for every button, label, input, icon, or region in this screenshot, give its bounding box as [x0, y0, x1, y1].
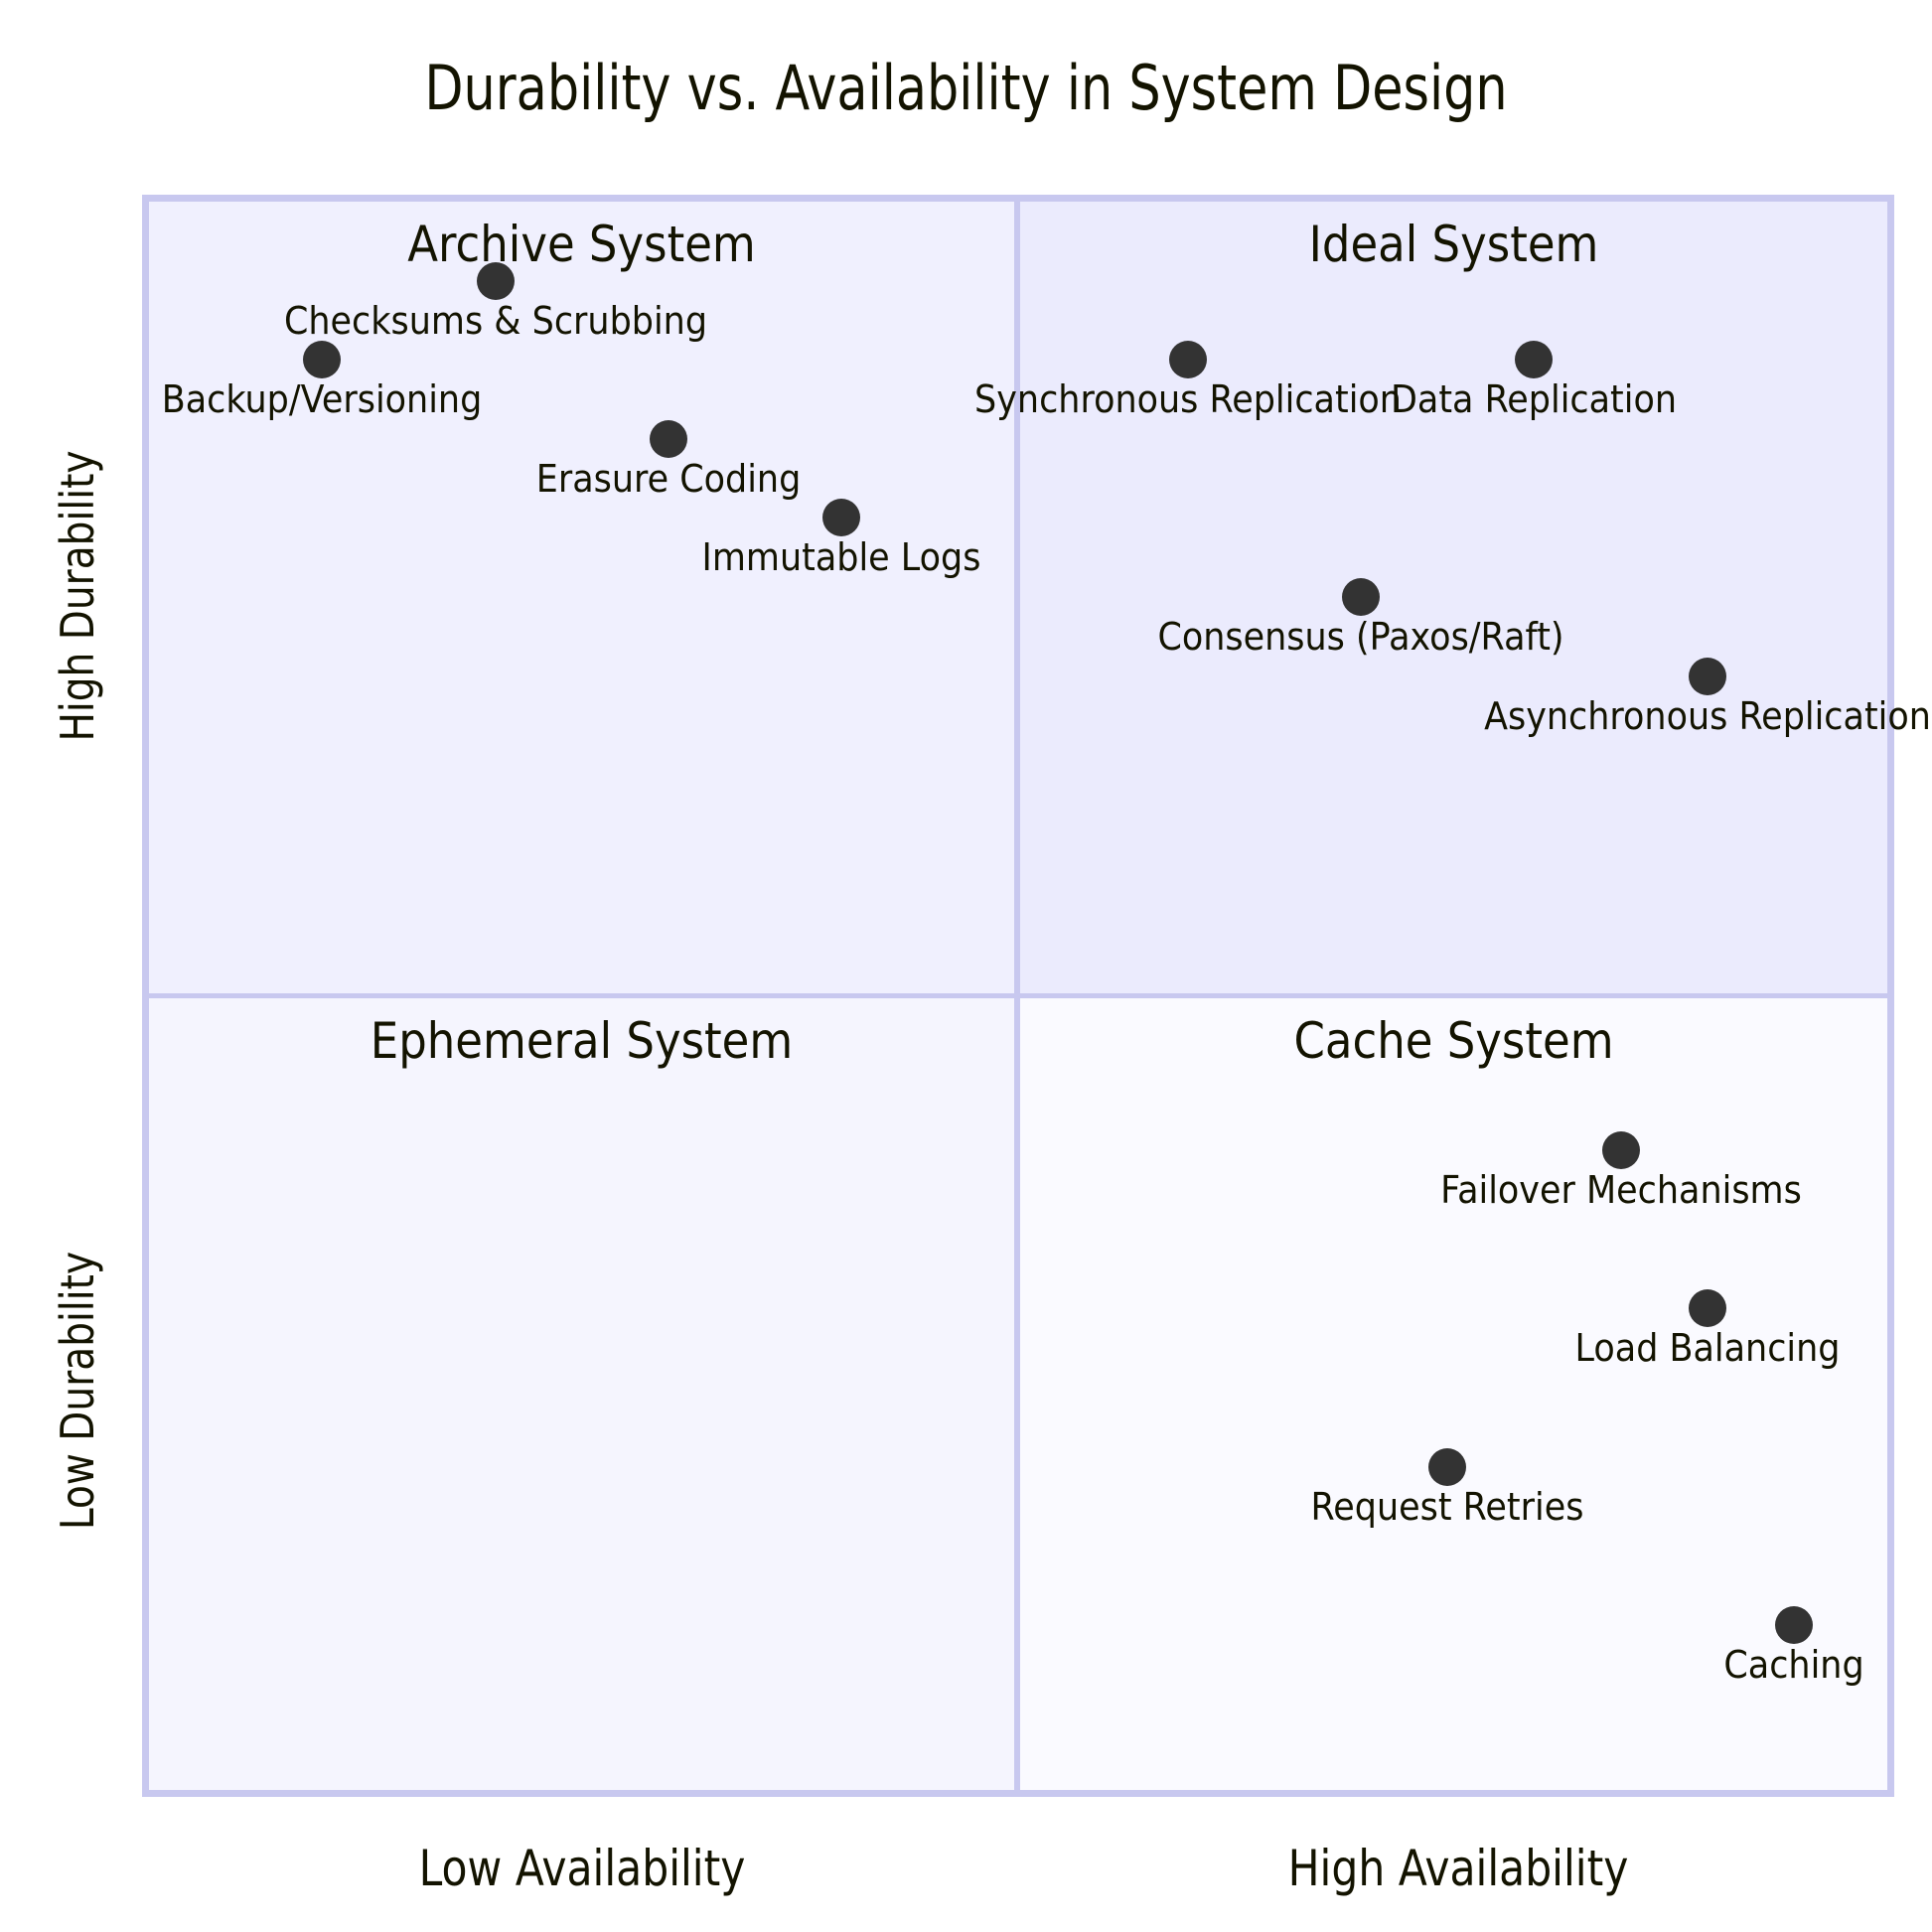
chart-title: Durability vs. Availability in System De…	[424, 52, 1508, 124]
data-point	[1168, 341, 1207, 379]
data-point-label: Synchronous Replication	[973, 377, 1402, 422]
data-point-label: Failover Mechanisms	[1439, 1168, 1802, 1213]
data-point-label: Data Replication	[1391, 377, 1678, 422]
data-point-label: Asynchronous Replication	[1483, 693, 1931, 738]
data-point	[1601, 1131, 1640, 1170]
data-point-label: Checksums & Scrubbing	[283, 298, 707, 343]
quadrant-label-ideal: Ideal System	[1308, 216, 1599, 273]
data-point	[649, 419, 687, 458]
y-axis-label-high: High Durability	[51, 450, 104, 742]
quadrant-ideal: Ideal System	[1020, 202, 1887, 993]
data-point	[303, 341, 342, 379]
quadrant-label-ephemeral: Ephemeral System	[370, 1012, 794, 1070]
quadrant-plot: Archive System Ideal System Ephemeral Sy…	[142, 195, 1894, 1797]
quadrant-archive: Archive System	[149, 202, 1014, 993]
data-point	[476, 261, 515, 300]
y-axis-label-low: Low Durability	[51, 1251, 104, 1531]
quadrant-ephemeral: Ephemeral System	[149, 998, 1014, 1790]
quadrant-label-cache: Cache System	[1293, 1012, 1614, 1070]
data-point-label: Immutable Logs	[701, 535, 981, 580]
quadrant-label-archive: Archive System	[407, 216, 756, 273]
data-point-label: Request Retries	[1310, 1484, 1584, 1529]
data-point-label: Erasure Coding	[535, 456, 802, 501]
data-point	[1774, 1605, 1813, 1644]
data-point	[822, 499, 861, 537]
data-point	[1342, 578, 1381, 616]
x-axis-label-high: High Availability	[1287, 1840, 1629, 1897]
quadrant-cache: Cache System	[1020, 998, 1887, 1790]
data-point-label: Backup/Versioning	[162, 377, 483, 422]
data-point	[1688, 1289, 1726, 1328]
data-point-label: Load Balancing	[1574, 1326, 1841, 1371]
data-point-label: Caching	[1723, 1642, 1864, 1687]
data-point	[1688, 657, 1726, 695]
data-point	[1428, 1447, 1467, 1486]
data-point	[1515, 341, 1554, 379]
data-point-label: Consensus (Paxos/Raft)	[1157, 615, 1564, 659]
x-axis-label-low: Low Availability	[418, 1840, 746, 1897]
